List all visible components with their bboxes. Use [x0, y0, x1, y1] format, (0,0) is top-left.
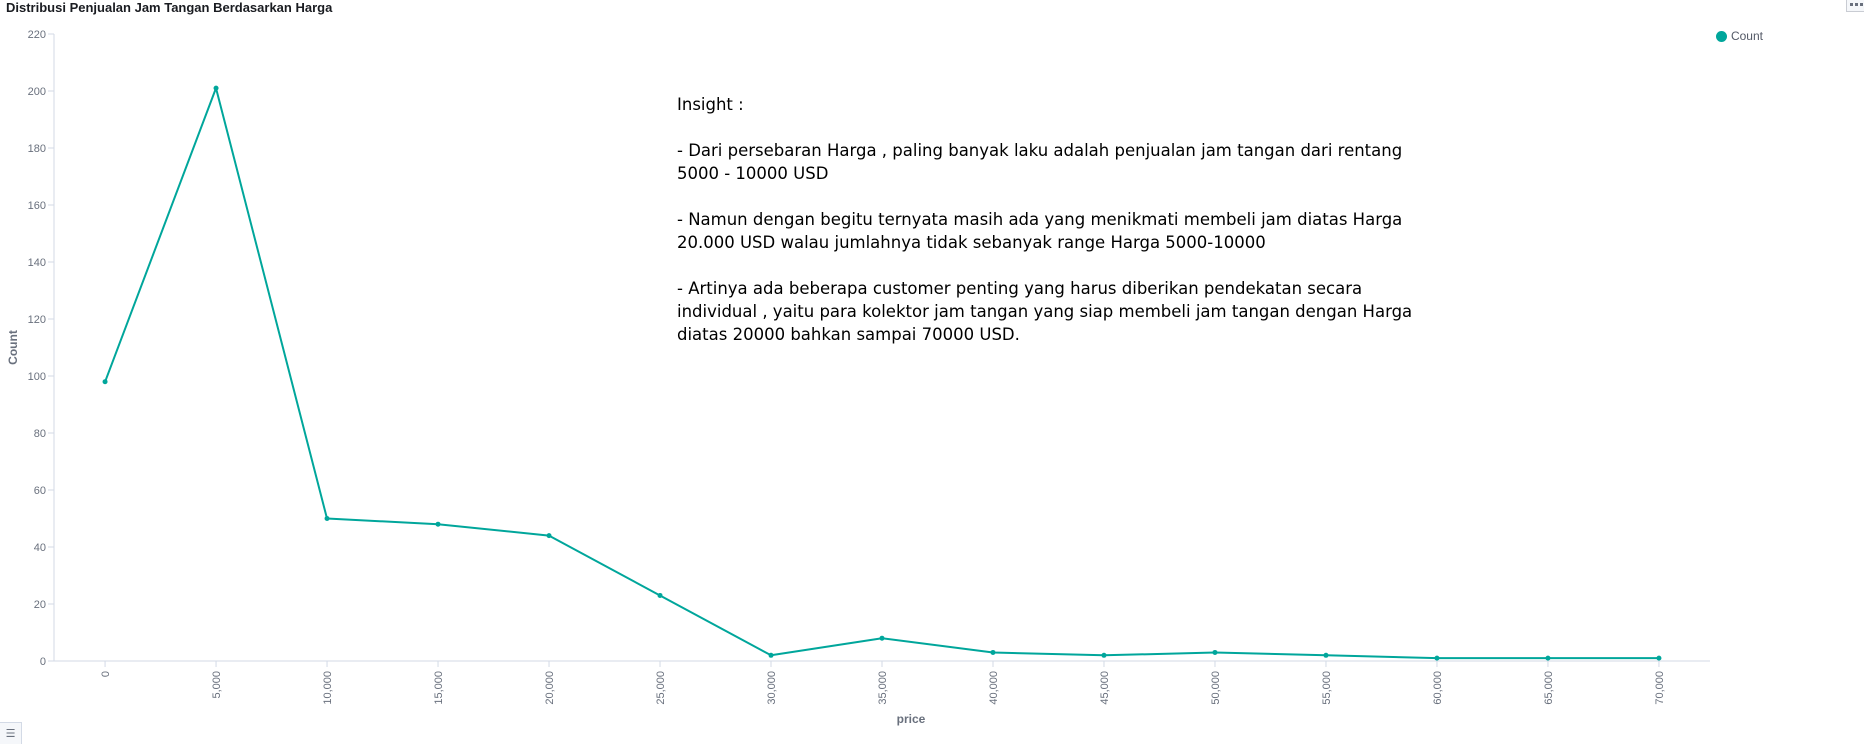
x-tick-label: 35,000: [877, 671, 889, 705]
x-tick-label: 65,000: [1543, 671, 1555, 705]
x-tick-label: 0: [100, 671, 112, 677]
data-point: [1545, 655, 1551, 661]
x-tick-label: 55,000: [1321, 671, 1333, 705]
data-point: [1101, 652, 1107, 658]
data-point: [1656, 655, 1662, 661]
x-tick-label: 70,000: [1654, 671, 1666, 705]
data-point: [657, 592, 663, 598]
y-tick-label: 80: [34, 428, 46, 440]
y-tick-label: 40: [34, 542, 46, 554]
x-tick-label: 60,000: [1432, 671, 1444, 705]
y-tick-label: 100: [28, 371, 46, 383]
insight-heading: Insight :: [677, 95, 744, 114]
data-point: [213, 85, 219, 91]
data-point: [435, 521, 441, 527]
x-tick-label: 5,000: [211, 671, 223, 699]
y-tick-label: 220: [28, 29, 46, 41]
x-tick-label: 30,000: [766, 671, 778, 705]
legend-color-swatch: [1715, 30, 1727, 42]
data-point: [102, 379, 108, 385]
x-axis-title: price: [897, 712, 926, 726]
data-point: [1212, 649, 1218, 655]
legend-item-count[interactable]: Count: [1715, 29, 1763, 43]
insight-paragraph-3: - Artinya ada beberapa customer penting …: [677, 279, 1413, 344]
legend-toggle-icon[interactable]: ☰: [0, 722, 22, 744]
y-tick-label: 180: [28, 143, 46, 155]
data-point: [324, 516, 330, 521]
y-tick-label: 0: [40, 656, 46, 668]
y-tick-label: 160: [28, 200, 46, 212]
y-tick-label: 200: [28, 86, 46, 98]
x-tick-label: 50,000: [1210, 671, 1222, 705]
y-axis-title: Count: [6, 330, 20, 365]
insight-paragraph-1: - Dari persebaran Harga , paling banyak …: [677, 141, 1403, 183]
data-point: [1434, 655, 1440, 661]
data-point: [879, 635, 885, 641]
data-point: [768, 652, 774, 658]
data-point: [546, 533, 552, 539]
panel-title: Distribusi Penjualan Jam Tangan Berdasar…: [6, 0, 333, 15]
x-tick-label: 40,000: [988, 671, 1000, 705]
x-tick-label: 15,000: [433, 671, 445, 705]
x-tick-label: 25,000: [655, 671, 667, 705]
y-tick-label: 20: [34, 599, 46, 611]
y-tick-label: 120: [28, 314, 46, 326]
data-point: [990, 649, 996, 655]
x-tick-label: 20,000: [544, 671, 556, 705]
insight-paragraph-2: - Namun dengan begitu ternyata masih ada…: [677, 210, 1403, 252]
panel-options-icon[interactable]: [1846, 0, 1864, 12]
data-point: [1323, 652, 1329, 658]
x-tick-label: 10,000: [322, 671, 334, 705]
insight-annotation: Insight : - Dari persebaran Harga , pali…: [677, 93, 1437, 369]
legend-label: Count: [1730, 29, 1763, 43]
y-tick-label: 140: [28, 257, 46, 269]
x-tick-label: 45,000: [1099, 671, 1111, 705]
y-tick-label: 60: [34, 485, 46, 497]
